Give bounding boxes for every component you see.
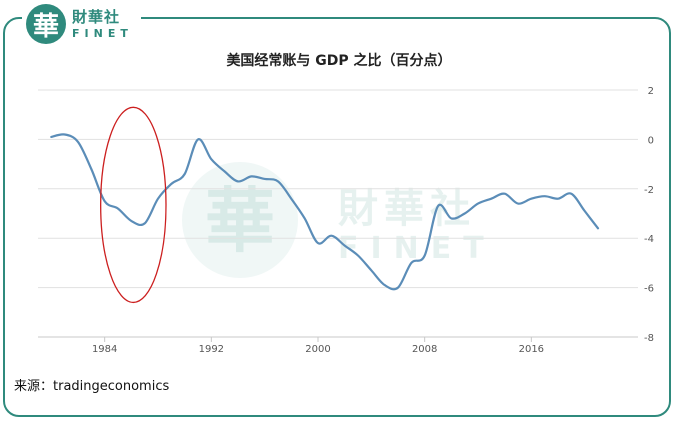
x-tick-label: 2000 bbox=[305, 344, 330, 355]
x-tick-label: 1992 bbox=[199, 344, 224, 355]
watermark-circle bbox=[182, 162, 298, 278]
logo-name-cn: 財華社 bbox=[72, 7, 121, 26]
logo-text: 財華社 FINET bbox=[72, 7, 133, 40]
logo-name-en: FINET bbox=[72, 26, 133, 40]
y-tick-label: 0 bbox=[648, 135, 654, 146]
watermark-cn: 財華社 bbox=[338, 186, 476, 232]
x-tick-label: 1984 bbox=[92, 344, 117, 355]
watermark-char: 華 bbox=[205, 179, 275, 262]
chart-title: 美国经常账与 GDP 之比（百分点） bbox=[226, 53, 452, 69]
chart-frame bbox=[3, 17, 671, 417]
x-tick-label: 2016 bbox=[519, 344, 544, 355]
finet-logo: 華 財華社 FINET bbox=[22, 3, 141, 45]
series-line bbox=[50, 133, 600, 291]
source-note: 来源：tradingeconomics bbox=[14, 379, 170, 394]
y-tick-label: -4 bbox=[644, 234, 654, 245]
watermark: 華 財華社 FINET bbox=[182, 162, 484, 278]
y-tick-label: 2 bbox=[648, 86, 654, 97]
y-tick-label: -2 bbox=[644, 185, 654, 196]
x-tick-label: 2008 bbox=[412, 344, 437, 355]
y-tick-label: -8 bbox=[644, 333, 654, 344]
highlight-ellipse bbox=[100, 106, 167, 304]
logo-mark: 華 bbox=[26, 4, 66, 44]
y-tick-label: -6 bbox=[644, 284, 654, 295]
